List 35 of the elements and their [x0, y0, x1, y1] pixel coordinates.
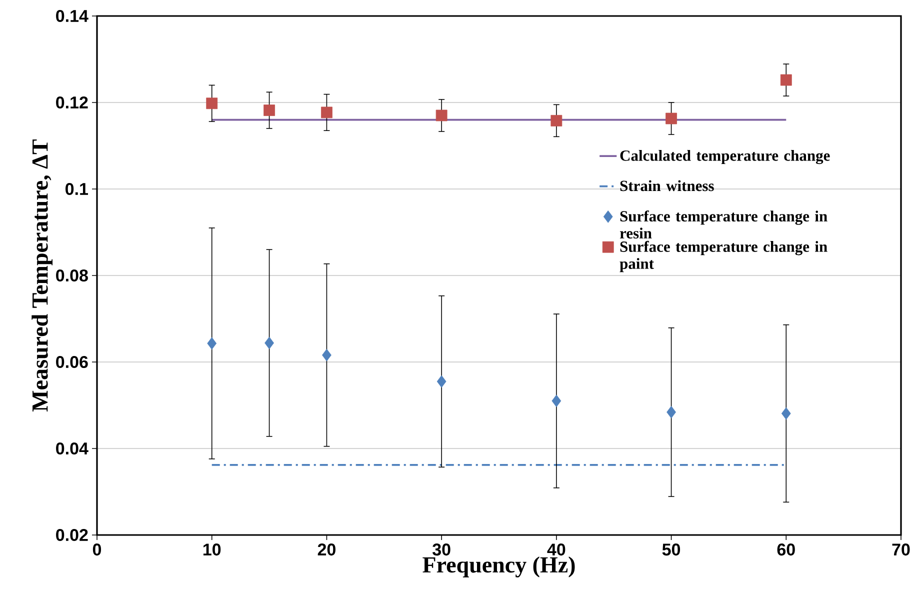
y-tick-label: 0.08 [56, 269, 88, 282]
point [206, 98, 218, 110]
point [780, 74, 792, 86]
point [666, 112, 677, 124]
point [322, 348, 332, 362]
point [321, 106, 332, 118]
point [436, 375, 446, 388]
y-tick-label: 0.1 [66, 182, 88, 196]
y-tick-label: 0.04 [56, 442, 88, 455]
point [550, 114, 562, 126]
point [666, 406, 676, 418]
x-tick-label: 60 [777, 544, 795, 556]
y-axis-title: Measured Temperature, ΔT [32, 139, 53, 412]
x-tick-label: 40 [547, 544, 566, 556]
y-tick-label: 0.02 [56, 528, 88, 542]
point [207, 337, 217, 350]
point [552, 394, 562, 408]
y-tick-label: 0.14 [56, 10, 88, 22]
point [436, 110, 448, 122]
x-tick-label: 0 [92, 544, 102, 556]
legend-label: Surface temperature change in paint [620, 240, 828, 272]
x-tick-label: 30 [432, 544, 450, 556]
y-tick-label: 0.12 [56, 96, 88, 109]
point [781, 407, 791, 420]
point [264, 104, 275, 116]
legend-label: Calculated temperature change [620, 150, 830, 164]
legend-label: Surface temperature change in resin [620, 210, 828, 239]
x-tick-label: 70 [892, 544, 910, 556]
x-axis-title: Frequency (Hz) [422, 556, 575, 578]
point [264, 336, 274, 350]
x-tick-label: 50 [662, 544, 680, 556]
y-tick-label: 0.06 [56, 356, 88, 368]
x-tick-label: 20 [318, 544, 336, 556]
x-tick-label: 10 [203, 544, 221, 556]
legend-label: Strain witness [620, 180, 714, 192]
